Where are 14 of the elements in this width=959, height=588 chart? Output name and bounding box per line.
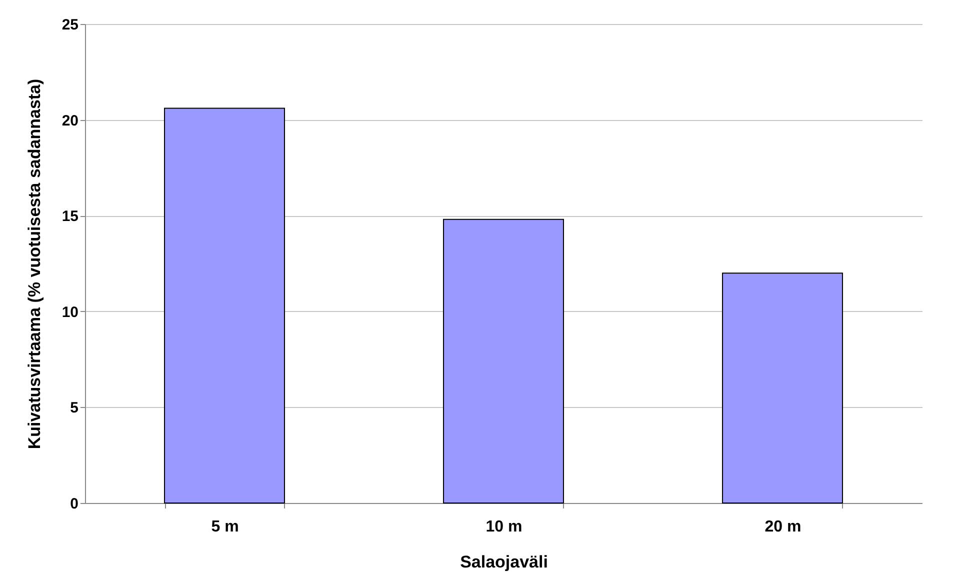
y-tick-label: 15 [62, 208, 78, 226]
bar [164, 108, 285, 504]
x-tick-label: 10 m [486, 518, 522, 536]
x-tick-label: 20 m [764, 518, 802, 536]
x-axis-title: Salaojaväli [460, 552, 548, 572]
y-tick-label: 0 [70, 496, 78, 512]
y-tick-label: 25 [62, 16, 78, 34]
bar [722, 272, 843, 504]
x-tick-label: 5 m [211, 518, 239, 536]
y-tick-label: 20 [62, 112, 78, 130]
y-tick-label: 5 [70, 400, 78, 417]
bar [443, 218, 564, 504]
y-axis-title: Kuivatusvirtaama (% vuotuisesta sadannasta) [24, 78, 44, 450]
y-tick-label: 10 [62, 304, 78, 321]
